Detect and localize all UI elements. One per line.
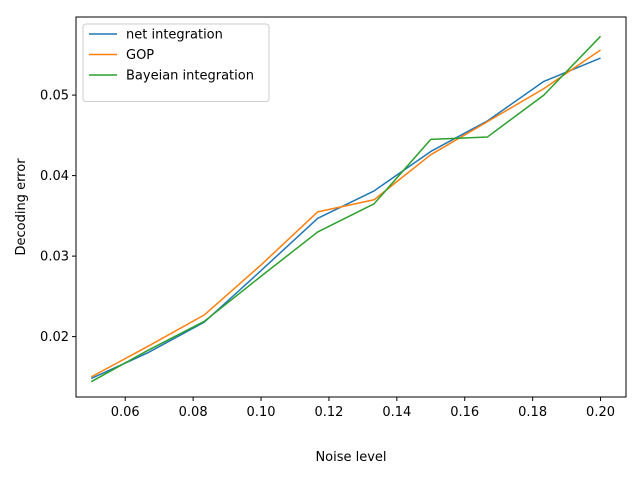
y-tick-label: 0.04 <box>40 169 69 184</box>
x-tick-label: 0.08 <box>179 405 208 420</box>
x-axis: 0.06 0.08 0.10 0.12 0.14 0.16 0.18 0.20 <box>111 397 615 420</box>
x-tick-label: 0.18 <box>518 405 547 420</box>
y-axis-label: Decoding error <box>14 158 29 256</box>
series-line-2 <box>90 35 602 383</box>
legend-label-2: Bayeian integration <box>126 69 254 84</box>
x-tick-label: 0.20 <box>586 405 615 420</box>
x-tick-label: 0.10 <box>247 405 276 420</box>
legend-label-1: GOP <box>126 48 154 63</box>
y-axis: 0.02 0.03 0.04 0.05 <box>40 89 76 345</box>
x-axis-label: Noise level <box>315 450 386 465</box>
x-tick-label: 0.06 <box>111 405 140 420</box>
x-tick-label: 0.12 <box>314 405 343 420</box>
series-line-1 <box>90 49 601 378</box>
series-line-0 <box>90 57 601 380</box>
y-tick-label: 0.02 <box>40 330 69 345</box>
x-tick-label: 0.16 <box>450 405 479 420</box>
legend-label-0: net integration <box>126 28 223 43</box>
legend-box <box>82 23 270 102</box>
legend: net integration GOP Bayeian integration <box>82 23 270 102</box>
plot-frame <box>75 16 627 398</box>
lines-layer <box>90 35 602 383</box>
y-tick-label: 0.03 <box>40 250 69 265</box>
x-tick-label: 0.14 <box>382 405 411 420</box>
y-tick-label: 0.05 <box>40 89 69 104</box>
